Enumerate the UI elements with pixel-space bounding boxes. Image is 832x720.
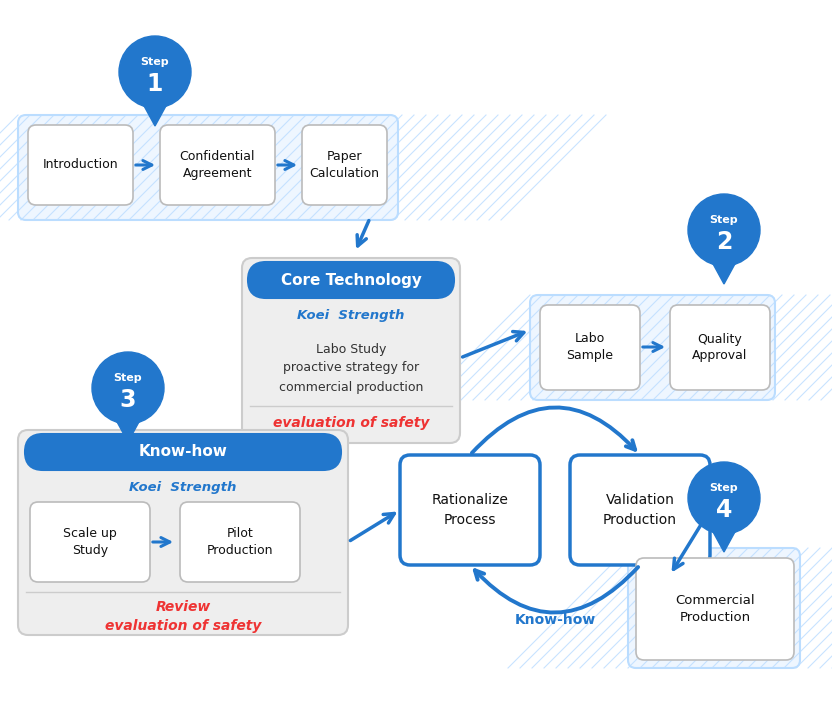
Text: Introduction: Introduction: [42, 158, 118, 171]
Circle shape: [688, 462, 760, 534]
Text: Commercial
Production: Commercial Production: [676, 594, 755, 624]
Text: Validation
Production: Validation Production: [603, 493, 677, 527]
FancyBboxPatch shape: [248, 262, 454, 298]
Text: Know-how: Know-how: [139, 444, 227, 459]
FancyBboxPatch shape: [18, 430, 348, 635]
FancyBboxPatch shape: [18, 115, 398, 220]
Polygon shape: [712, 262, 736, 284]
Text: Know-how: Know-how: [514, 613, 596, 627]
Text: Labo
Sample: Labo Sample: [567, 333, 613, 362]
Text: Labo Study
proactive strategy for
commercial production: Labo Study proactive strategy for commer…: [279, 343, 423, 394]
Text: Pilot
Production: Pilot Production: [206, 527, 273, 557]
Text: Koei  Strength: Koei Strength: [297, 310, 404, 323]
Text: Scale up
Study: Scale up Study: [63, 527, 116, 557]
Text: Confidential
Agreement: Confidential Agreement: [180, 150, 255, 180]
Text: Step: Step: [710, 483, 738, 493]
Polygon shape: [712, 530, 736, 552]
FancyBboxPatch shape: [25, 434, 341, 470]
FancyBboxPatch shape: [180, 502, 300, 582]
Circle shape: [688, 194, 760, 266]
Text: Rationalize
Process: Rationalize Process: [432, 493, 508, 527]
FancyBboxPatch shape: [28, 125, 133, 205]
Text: evaluation of safety: evaluation of safety: [273, 416, 429, 430]
FancyBboxPatch shape: [636, 558, 794, 660]
Text: 1: 1: [146, 72, 163, 96]
FancyBboxPatch shape: [30, 502, 150, 582]
FancyBboxPatch shape: [670, 305, 770, 390]
Circle shape: [92, 352, 164, 424]
FancyBboxPatch shape: [160, 125, 275, 205]
Text: Quality
Approval: Quality Approval: [692, 333, 748, 362]
FancyBboxPatch shape: [242, 258, 460, 443]
Text: 2: 2: [716, 230, 732, 254]
FancyBboxPatch shape: [302, 125, 387, 205]
Text: evaluation of safety: evaluation of safety: [105, 619, 261, 633]
Text: Step: Step: [710, 215, 738, 225]
Text: 3: 3: [120, 388, 136, 412]
Circle shape: [119, 36, 191, 108]
Text: Review: Review: [156, 600, 210, 614]
FancyBboxPatch shape: [570, 455, 710, 565]
Text: Step: Step: [141, 57, 170, 67]
Text: Paper
Calculation: Paper Calculation: [310, 150, 379, 180]
Polygon shape: [116, 420, 140, 442]
Text: 4: 4: [716, 498, 732, 522]
Text: Step: Step: [114, 373, 142, 383]
Polygon shape: [143, 104, 167, 126]
FancyBboxPatch shape: [540, 305, 640, 390]
FancyBboxPatch shape: [628, 548, 800, 668]
Text: Core Technology: Core Technology: [280, 272, 422, 287]
FancyBboxPatch shape: [530, 295, 775, 400]
FancyBboxPatch shape: [400, 455, 540, 565]
Text: Koei  Strength: Koei Strength: [129, 482, 236, 495]
